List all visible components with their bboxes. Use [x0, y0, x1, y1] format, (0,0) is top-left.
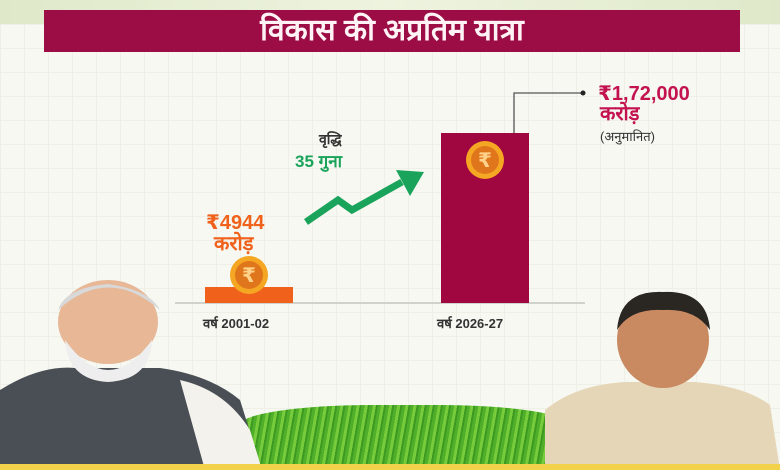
callout-dot: [580, 90, 586, 96]
trend-up-arrow-icon: [304, 170, 424, 225]
rupee-coin-icon: ₹: [230, 256, 268, 294]
value-label-2026: ₹1,72,000: [598, 83, 690, 105]
svg-text:₹: ₹: [478, 148, 492, 172]
estimate-note: (अनुमानित): [600, 129, 655, 144]
unit-label-2026: करोड़: [600, 103, 640, 125]
callout-line: [513, 92, 582, 133]
portrait-right: [545, 291, 780, 470]
bottom-bar: [0, 464, 780, 470]
growth-label: वृद्धि: [319, 131, 342, 147]
category-label-2001: वर्ष 2001-02: [203, 316, 270, 331]
category-label-2026: वर्ष 2026-27: [437, 316, 504, 331]
portrait-left: [0, 280, 262, 470]
page-title: विकास की अप्रतिम यात्रा: [44, 10, 740, 52]
grass-image: [240, 405, 570, 470]
bar-0: [205, 287, 293, 303]
svg-text:₹: ₹: [242, 263, 256, 287]
unit-label-2001: करोड़: [214, 233, 254, 255]
growth-value: 35 गुना: [295, 152, 343, 171]
value-label-2001: ₹4944: [206, 212, 265, 234]
rupee-coin-icon: ₹: [466, 141, 504, 179]
